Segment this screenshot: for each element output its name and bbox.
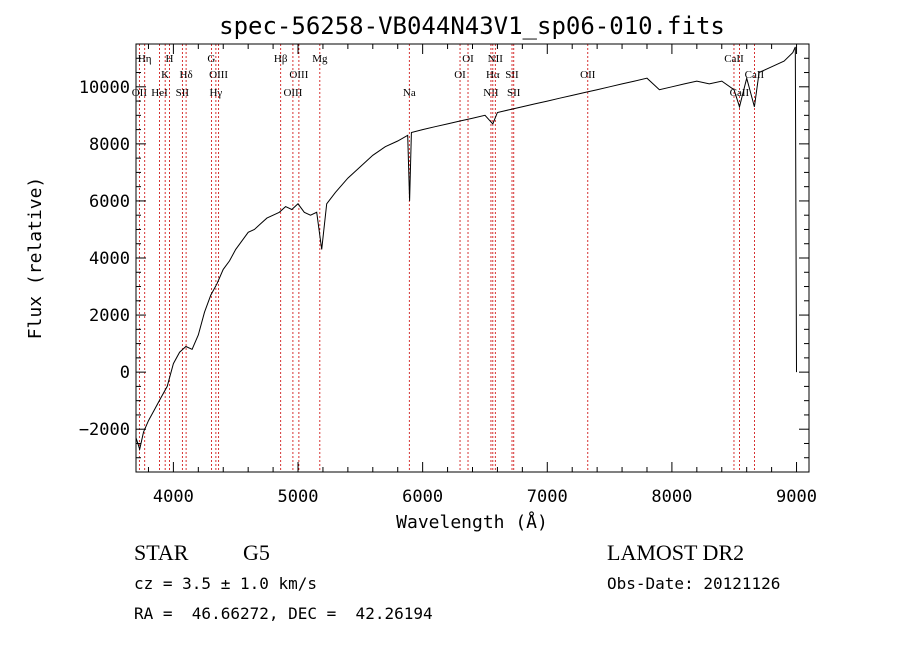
line-marker-label: K — [161, 69, 169, 81]
y-axis-label: Flux (relative) — [25, 177, 46, 340]
cz-readout: cz = 3.5 ± 1.0 km/s — [134, 574, 318, 593]
x-tick-label: 7000 — [527, 487, 568, 507]
y-tick-label: 4000 — [89, 249, 130, 269]
spectral-line-markers: OIIHηHeIKHSIIHδGHγOIIIHβOIIIOIIIMgNaOIOI… — [132, 44, 765, 472]
line-marker-label: Hα — [486, 69, 500, 81]
line-marker-label: CaII — [745, 69, 765, 81]
object-type: STAR — [134, 540, 189, 565]
plot-frame — [135, 43, 810, 473]
x-axis-label: Wavelength (Å) — [396, 511, 548, 533]
x-tick-label: 8000 — [651, 487, 692, 507]
line-marker-label: HeI — [151, 87, 168, 99]
x-tick-label: 5000 — [278, 487, 319, 507]
line-marker-label: CaII — [724, 53, 744, 65]
object-subclass: G5 — [243, 540, 270, 565]
line-marker-label: SII — [505, 69, 519, 81]
line-marker-label: SII — [507, 87, 521, 99]
x-axis: 4000 5000 6000 7000 8000 9000 — [147, 44, 817, 507]
y-tick-label: −2000 — [79, 420, 130, 440]
y-axis: −2000 0 2000 4000 6000 8000 10000 — [79, 57, 809, 459]
spectrum-line — [135, 46, 797, 452]
line-marker-label: OI — [454, 69, 466, 81]
line-marker-label: G — [207, 53, 215, 65]
line-marker-label: SII — [176, 87, 190, 99]
chart-title: spec-56258-VB044N43V1_sp06-010.fits — [219, 12, 725, 40]
line-marker-label: NII — [488, 53, 504, 65]
line-marker-label: OIII — [209, 69, 228, 81]
x-tick-label: 4000 — [153, 487, 194, 507]
line-marker-label: Hη — [138, 53, 152, 65]
line-marker-label: Hδ — [180, 69, 193, 81]
line-marker-label: Hγ — [209, 87, 222, 99]
line-marker-label: NII — [483, 87, 499, 99]
y-tick-label: 2000 — [89, 306, 130, 326]
line-marker-label: Na — [403, 87, 416, 99]
line-marker-label: Mg — [312, 53, 328, 65]
line-marker-label: OII — [580, 69, 596, 81]
x-tick-label: 9000 — [776, 487, 817, 507]
line-marker-label: Hβ — [274, 53, 288, 65]
coords-readout: RA = 46.66272, DEC = 42.26194 — [134, 604, 433, 623]
y-tick-label: 0 — [120, 363, 130, 383]
obs-date: Obs-Date: 20121126 — [607, 574, 781, 593]
line-marker-label: OIII — [289, 69, 308, 81]
y-tick-label: 6000 — [89, 192, 130, 212]
line-marker-label: OIII — [283, 87, 302, 99]
y-tick-label: 8000 — [89, 135, 130, 155]
survey-label: LAMOST DR2 — [607, 540, 745, 565]
y-tick-label: 10000 — [79, 78, 130, 98]
line-marker-label: H — [166, 53, 174, 65]
x-tick-label: 6000 — [402, 487, 443, 507]
spectrum-series — [135, 46, 797, 452]
line-marker-label: CaII — [730, 87, 750, 99]
line-marker-label: OI — [462, 53, 474, 65]
